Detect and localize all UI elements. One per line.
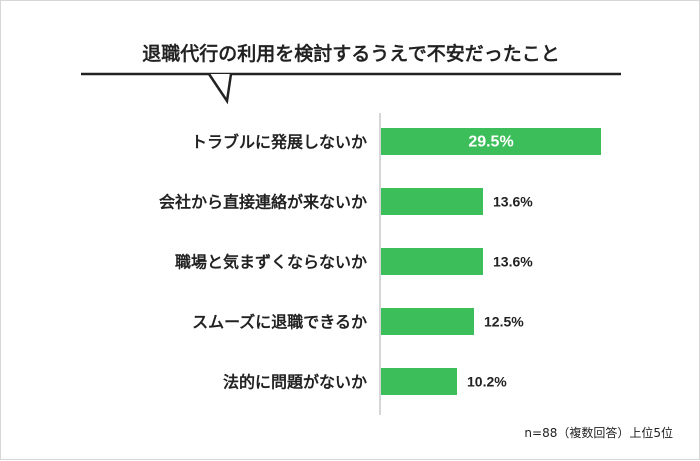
title-callout-tail (207, 73, 233, 105)
chart-title-callout: 退職代行の利用を検討するうえで不安だったこと (81, 42, 621, 105)
category-label: スムーズに退職できるか (192, 313, 367, 332)
value-label: 13.6% (493, 254, 533, 270)
category-label: 法的に問題がないか (223, 373, 367, 392)
category-label: 職場と気まずくならないか (175, 253, 367, 272)
chart-title: 退職代行の利用を検討するうえで不安だったこと (142, 42, 559, 65)
bar (381, 188, 483, 215)
bar (381, 128, 601, 155)
bar (381, 308, 474, 335)
category-label: 会社から直接連絡が来ないか (159, 193, 367, 212)
value-label: 10.2% (467, 374, 507, 390)
bar (381, 368, 457, 395)
value-label: 13.6% (493, 194, 533, 210)
sample-note: n=88（複数回答）上位5位 (524, 425, 673, 440)
value-label: 12.5% (484, 314, 524, 330)
category-labels: トラブルに発展しないか会社から直接連絡が来ないか職場と気まずくならないかスムーズ… (159, 133, 367, 392)
bars (381, 128, 601, 395)
value-labels: 29.5% 13.6% 13.6% 12.5% 10.2% (467, 134, 533, 390)
bar (381, 248, 483, 275)
category-label: トラブルに発展しないか (191, 133, 367, 152)
value-label: 29.5% (468, 134, 513, 151)
